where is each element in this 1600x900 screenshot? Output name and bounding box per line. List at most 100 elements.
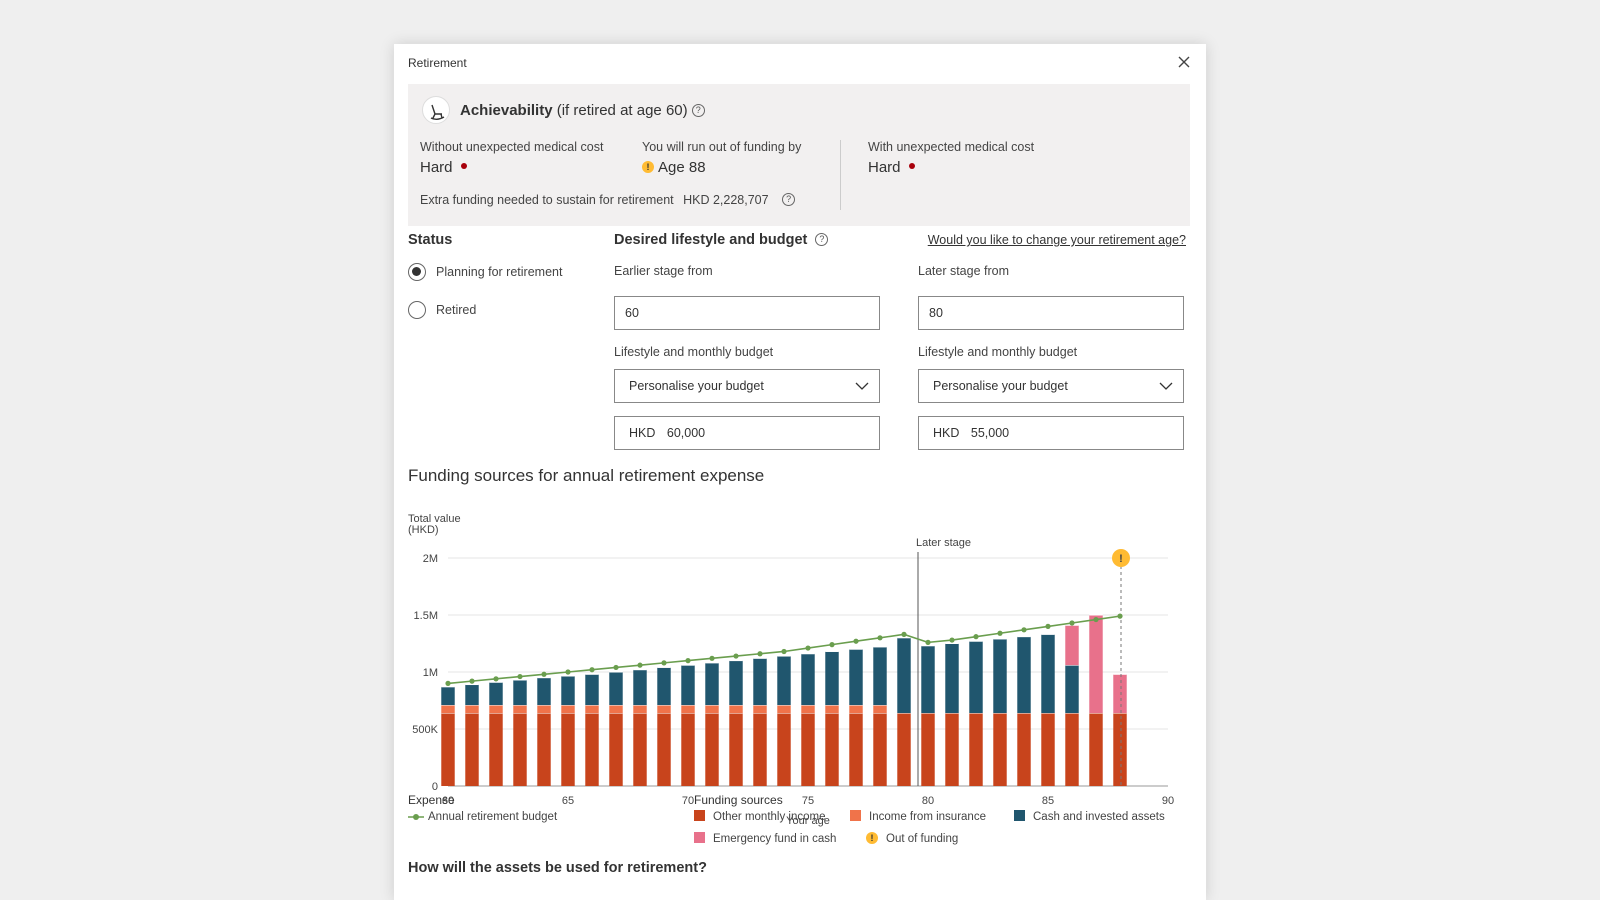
radio-planning[interactable]	[408, 263, 426, 281]
earlier-currency: HKD	[629, 426, 656, 440]
bar-segment	[897, 637, 911, 714]
bar-segment	[801, 653, 815, 706]
budget-point	[613, 664, 619, 671]
later-stage-input[interactable]: 80	[918, 296, 1184, 330]
budget-point	[637, 662, 643, 668]
bar-segment	[441, 713, 455, 786]
earlier-stage-input[interactable]: 60	[614, 296, 880, 330]
close-icon[interactable]	[1174, 52, 1194, 72]
bar-segment	[465, 684, 479, 706]
bar-segment	[1089, 615, 1103, 714]
y-axis-label: Total value (HKD)	[408, 513, 461, 536]
budget-point	[541, 671, 547, 677]
bar-segment	[681, 713, 695, 786]
x-tick-label: 85	[1042, 795, 1054, 807]
budget-point	[565, 669, 571, 675]
bar-segment	[465, 705, 479, 714]
legend-annual-budget: Annual retirement budget	[428, 811, 558, 823]
later-stage-label: Later stage from	[918, 264, 1010, 278]
bar-segment	[873, 713, 887, 786]
out-of-funding-marker	[1112, 549, 1130, 567]
radio-retired[interactable]	[408, 301, 426, 319]
without-medical-label: Without unexpected medical cost	[420, 140, 604, 154]
bar-segment	[489, 705, 503, 714]
assets-usage-heading: How will the assets be used for retireme…	[408, 860, 707, 876]
bar-segment	[585, 674, 599, 706]
x-tick-label: 70	[682, 795, 694, 807]
budget-point	[733, 653, 739, 659]
bar-segment	[489, 713, 503, 786]
extra-funding-label: Extra funding needed to sustain for reti…	[420, 193, 674, 207]
y-tick-label: 0	[432, 781, 438, 793]
legend-cash-assets: Cash and invested assets	[1033, 811, 1165, 823]
bar-segment	[513, 705, 527, 714]
bar-segment	[969, 713, 983, 786]
bar-segment	[465, 713, 479, 786]
bar-segment	[657, 713, 671, 786]
bar-segment	[657, 667, 671, 706]
rocking-chair-icon	[422, 96, 450, 124]
help-icon[interactable]: ?	[782, 193, 796, 207]
radio-retired-label[interactable]: Retired	[436, 303, 477, 317]
radio-planning-label[interactable]: Planning for retirement	[436, 265, 563, 279]
change-retirement-age-link[interactable]: Would you like to change your retirement…	[927, 233, 1186, 247]
budget-point	[685, 658, 691, 664]
bar-segment	[921, 713, 935, 786]
budget-point	[1093, 616, 1099, 623]
help-icon[interactable]: ?	[691, 103, 705, 117]
bar-segment	[609, 713, 623, 786]
legend-insurance-income: Income from insurance	[869, 811, 986, 823]
bar-segment	[777, 656, 791, 706]
bar-segment	[1041, 713, 1055, 786]
budget-point	[757, 651, 763, 657]
bar-segment	[777, 713, 791, 786]
bar-segment	[1113, 674, 1127, 714]
warning-icon: !	[642, 161, 654, 174]
y-tick-label: 2M	[423, 553, 438, 565]
earlier-budget-select-value: Personalise your budget	[629, 379, 764, 393]
status-dot-icon	[908, 163, 915, 170]
bar-segment	[537, 677, 551, 706]
x-tick-label: 65	[562, 795, 574, 807]
earlier-budget-select[interactable]: Personalise your budget	[614, 369, 880, 403]
bar-segment	[585, 705, 599, 714]
bar-segment	[681, 705, 695, 714]
budget-point	[493, 676, 499, 682]
bar-segment	[921, 645, 935, 714]
budget-point	[949, 637, 955, 643]
with-medical-value: Hard	[868, 159, 901, 176]
legend-other-income: Other monthly income	[713, 811, 826, 823]
later-amount-input[interactable]: HKD 55,000	[918, 416, 1184, 450]
budget-point	[829, 642, 835, 648]
bar-segment	[873, 705, 887, 714]
legend-expense-heading: Expense	[408, 793, 455, 807]
bar-segment	[705, 662, 719, 706]
bar-segment	[849, 705, 863, 714]
earlier-stage-label: Earlier stage from	[614, 264, 713, 278]
bar-segment	[825, 713, 839, 786]
y-tick-label: 1M	[423, 667, 438, 679]
later-budget-select-value: Personalise your budget	[933, 379, 1068, 393]
bar-segment	[657, 705, 671, 714]
budget-point	[1045, 623, 1051, 629]
bar-segment	[705, 705, 719, 714]
later-budget-select[interactable]: Personalise your budget	[918, 369, 1184, 403]
legend-swatch	[850, 810, 861, 822]
budget-point	[925, 639, 931, 645]
bar-segment	[633, 669, 647, 706]
earlier-amount-input[interactable]: HKD 60,000	[614, 416, 880, 450]
achievability-card: Achievability (if retired at age 60) ? W…	[408, 84, 1190, 226]
bar-segment	[753, 713, 767, 786]
bar-segment	[1065, 713, 1079, 786]
bar-segment	[801, 705, 815, 714]
help-icon[interactable]: ?	[815, 232, 829, 246]
bar-segment	[1041, 634, 1055, 714]
later-budget-label: Lifestyle and monthly budget	[918, 345, 1078, 359]
legend-emergency-fund: Emergency fund in cash	[713, 833, 837, 845]
chevron-down-icon	[1159, 382, 1173, 390]
bar-segment	[609, 672, 623, 706]
bar-segment	[681, 665, 695, 706]
funding-chart: 0 500K 1M 1.5M 2M 60 65 70 75 80 85 90 Your age Later…	[412, 537, 1174, 827]
x-tick-label: 75	[802, 795, 814, 807]
retirement-dialog: Retirement Achievability (if retired at …	[394, 44, 1206, 900]
